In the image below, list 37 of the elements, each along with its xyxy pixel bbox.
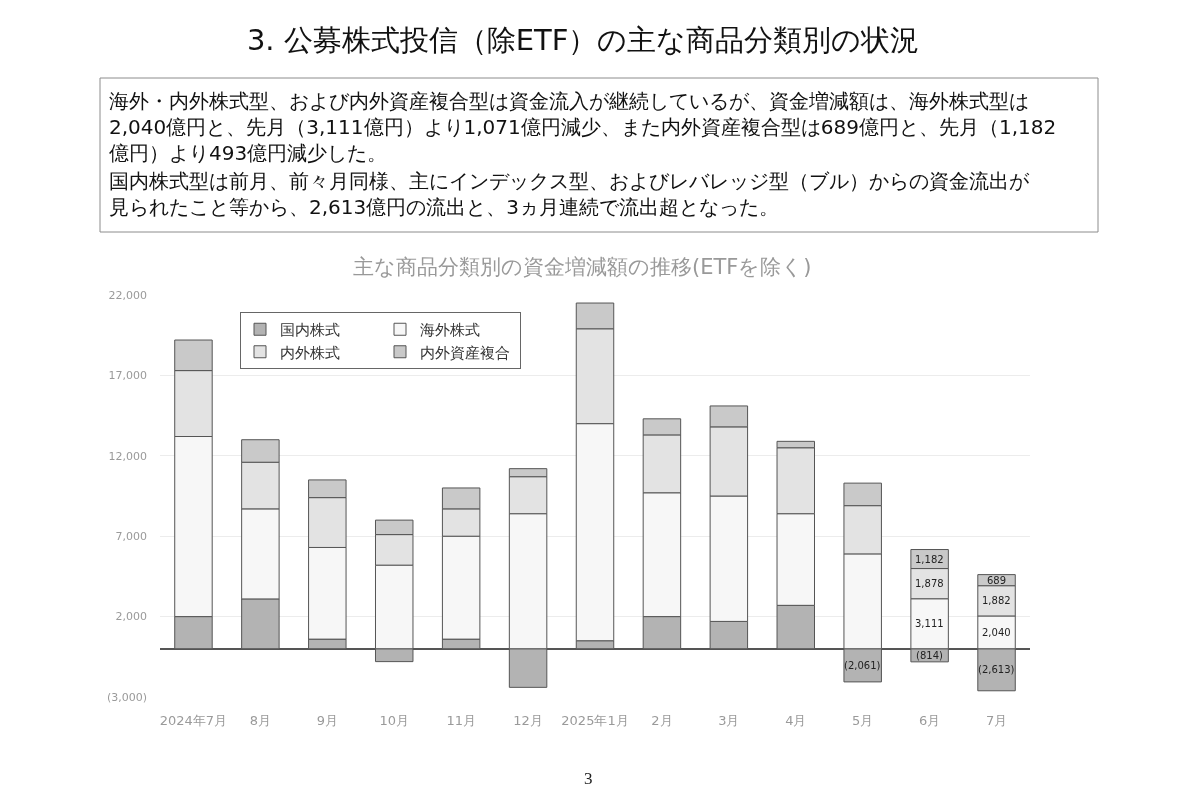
y-tick-label: 22,000 [108,288,147,302]
legend-label: 海外株式 [420,321,480,340]
x-tick-label: 4月 [785,713,807,728]
x-tick-label: 3月 [718,713,740,728]
y-tick-label: (3,000) [106,690,147,704]
data-label: 3,111 [915,618,944,629]
text: 海外・内外株式型、および内外資産複合型は資金流入が継続しているが、資金増減額は、海外株式型は2,040億円と、先月（3,111億円）より1,071億円減少、また内外資産複合型は689億円と、先月（1,182億円）より493億円減少した。 [109,89,1057,165]
x-tick-label: 2025年1月 [561,713,629,728]
legend-label: 内外資産複合 [420,343,510,362]
x-tick-label: 5月 [852,713,874,728]
chart-subtitle: 主な商品分類別の資金増減額の推移(ETFを除く) [353,255,812,279]
x-tick-label: 12月 [513,713,543,728]
y-tick-label: 17,000 [108,369,147,383]
data-label: 2,040 [982,627,1011,638]
y-tick-label: 12,000 [108,449,147,463]
data-label: 689 [987,575,1007,586]
x-tick-label: 9月 [316,713,338,728]
x-tick-label: 2月 [651,713,673,728]
data-label: (2,613) [978,664,1015,675]
legend-label: 内外株式 [280,343,340,362]
x-tick-label: 11月 [446,713,476,728]
data-label: (814) [916,650,943,661]
text: 3 [584,769,593,788]
x-tick-label: 7月 [985,713,1008,728]
legend-label: 国内株式 [280,321,340,340]
y-tick-label: 2,000 [115,610,147,624]
x-tick-label: 8月 [249,713,272,728]
data-label: 1,182 [915,554,944,565]
data-label: 1,882 [982,595,1011,606]
x-tick-label: 6月 [918,713,941,728]
chart-title: 3. 公募株式投信（除ETF）の主な商品分類別の状況 [246,23,920,58]
y-tick-label: 7,000 [115,530,147,544]
x-tick-label: 2024年7月 [159,713,228,728]
x-tick-label: 10月 [379,713,409,728]
text: 国内株式型は前月、前々月同様、主にインデックス型、およびレバレッジ型（ブル）からの資金流出が見られたこと等から、2,613億円の流出と、3ヵ月連続で流出超となった。 [109,169,1030,219]
data-label: (2,061) [844,660,881,671]
data-label: 1,878 [915,578,944,589]
